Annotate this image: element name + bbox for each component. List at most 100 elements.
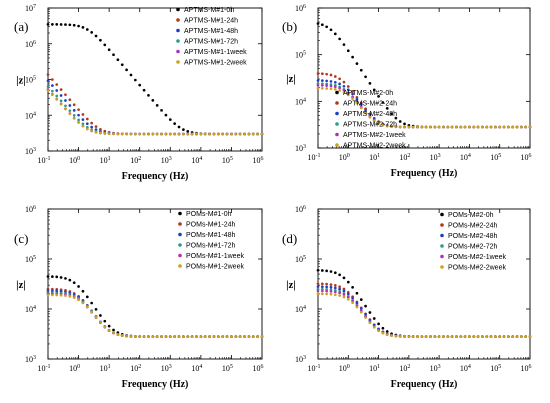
- legend-marker: [176, 18, 180, 22]
- data-point: [394, 125, 398, 129]
- data-point: [355, 305, 359, 309]
- data-point: [64, 23, 67, 26]
- data-point: [329, 80, 333, 83]
- data-point: [329, 84, 333, 88]
- legend-entry: APTMS-M#1-2week: [184, 60, 247, 67]
- data-point: [342, 80, 346, 84]
- panel-label: (b): [282, 19, 297, 34]
- x-tick-label: 10-1: [308, 153, 321, 162]
- data-point: [225, 132, 229, 136]
- data-point: [55, 275, 59, 279]
- legend-entry: APTMS-M#1-48h: [184, 28, 238, 35]
- data-point: [103, 325, 107, 329]
- data-point: [59, 293, 63, 297]
- data-point: [381, 101, 385, 104]
- data-point: [59, 94, 63, 97]
- x-tick-label: 104: [460, 153, 471, 162]
- data-point: [46, 89, 50, 92]
- data-point: [138, 83, 142, 87]
- data-point: [320, 269, 324, 272]
- data-point: [329, 285, 333, 289]
- data-point: [81, 124, 85, 128]
- series-2: [46, 287, 264, 338]
- panel-label: (a): [14, 19, 28, 34]
- data-point: [64, 99, 67, 102]
- data-point: [94, 307, 98, 311]
- data-point: [316, 72, 320, 75]
- legend-entry: APTMS-M#2-24h: [343, 101, 397, 108]
- legend-entry: POMs-M#2-0h: [448, 212, 494, 219]
- data-point: [85, 127, 89, 131]
- y-tick-label: 106: [295, 4, 306, 13]
- data-point: [524, 125, 528, 129]
- data-point: [411, 335, 415, 338]
- x-tick-label: 104: [191, 156, 202, 165]
- data-point: [316, 285, 320, 288]
- y-axis-label: |z|: [16, 279, 26, 291]
- y-tick-label: 104: [25, 305, 36, 314]
- axes-frame: [317, 208, 531, 360]
- data-point: [107, 329, 111, 332]
- data-point: [346, 292, 350, 296]
- series-6: [46, 89, 264, 136]
- data-point: [372, 325, 376, 329]
- data-point: [507, 125, 510, 129]
- data-point: [46, 293, 50, 297]
- data-point: [472, 335, 476, 338]
- data-point: [520, 335, 523, 338]
- x-tick-label: 105: [490, 364, 501, 373]
- x-tick-label: 106: [521, 364, 532, 373]
- panel-2: (b) 10-1 100 101 102 103 104 105 106 103 104 105 106…: [282, 4, 532, 179]
- data-point: [112, 331, 115, 335]
- data-point: [355, 301, 359, 305]
- data-point: [377, 94, 380, 98]
- data-point: [90, 129, 94, 133]
- data-point: [129, 73, 133, 77]
- data-point: [55, 98, 59, 101]
- x-tick-label: 105: [222, 156, 233, 165]
- data-point: [125, 132, 128, 136]
- data-point: [507, 335, 510, 338]
- data-point: [260, 132, 264, 136]
- legend-entry: POMs-M#1-72h: [186, 243, 236, 250]
- data-point: [316, 86, 320, 90]
- x-axis-label: Frequency (Hz): [391, 379, 458, 390]
- data-point: [342, 90, 346, 94]
- y-tick-label: 107: [25, 4, 36, 13]
- data-point: [446, 125, 450, 129]
- y-tick-label: 104: [295, 97, 306, 106]
- legend-marker: [176, 7, 180, 12]
- data-point: [368, 321, 372, 325]
- data-point: [385, 124, 389, 128]
- series-6: [316, 292, 532, 338]
- x-tick-label: 100: [339, 364, 350, 373]
- data-point: [468, 125, 471, 129]
- data-point: [424, 335, 428, 338]
- data-point: [216, 335, 220, 338]
- data-point: [81, 26, 85, 29]
- legend-marker: [335, 143, 339, 147]
- y-tick-label: 106: [25, 205, 36, 214]
- data-point: [203, 132, 207, 136]
- data-point: [46, 73, 50, 76]
- data-point: [164, 335, 168, 338]
- data-point: [377, 322, 380, 326]
- data-point: [316, 22, 320, 25]
- x-tick-label: 106: [253, 364, 264, 373]
- data-point: [329, 87, 333, 91]
- data-point: [46, 79, 50, 83]
- legend-entry: APTMS-M#1-24h: [184, 18, 238, 25]
- data-point: [107, 324, 111, 328]
- data-point: [359, 106, 363, 110]
- data-point: [68, 98, 72, 102]
- data-point: [342, 84, 346, 88]
- data-point: [64, 93, 67, 97]
- x-tick-label: 101: [100, 156, 111, 165]
- legend-marker: [335, 122, 339, 126]
- data-point: [333, 293, 337, 297]
- series-3: [316, 285, 532, 338]
- y-tick-label: 103: [295, 355, 306, 364]
- panel-3: (c) 10-1 100 101 102 103 104 105 106 103 104 105 106…: [14, 205, 264, 390]
- data-point: [463, 125, 467, 129]
